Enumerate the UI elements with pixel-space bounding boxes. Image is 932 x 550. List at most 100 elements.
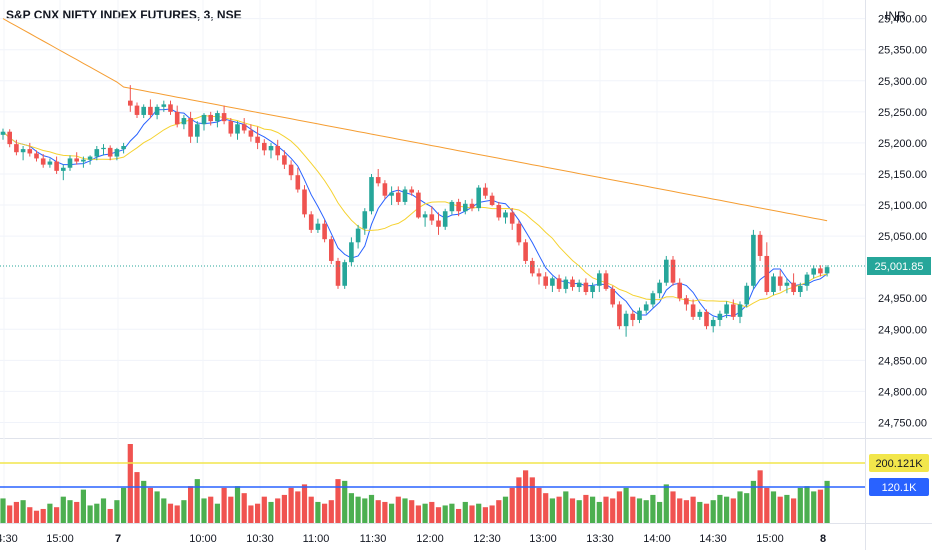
candle-body [154, 106, 160, 115]
volume-bar [47, 503, 53, 523]
candle-body [496, 205, 502, 218]
volume-bar [409, 500, 415, 523]
volume-bar [496, 500, 502, 523]
candle-body [798, 285, 803, 292]
candle-body [630, 313, 636, 320]
volume-bar [703, 503, 710, 523]
candle-body [282, 155, 287, 165]
ma-fast-line [2, 108, 828, 319]
candle-body [724, 304, 729, 314]
candle-body [0, 131, 6, 135]
candle-body [235, 124, 240, 134]
candle-body [697, 311, 703, 317]
currency-label[interactable]: INR [885, 9, 906, 23]
volume-bar [268, 501, 274, 523]
candle-body [623, 313, 629, 327]
volume-bar [389, 503, 395, 523]
volume-bar [804, 486, 810, 523]
volume-bar [422, 503, 428, 523]
volume-bar [657, 501, 663, 523]
volume-bar [194, 479, 200, 523]
volume-bar [355, 496, 361, 523]
volume-bar [610, 498, 616, 523]
volume-bar [697, 501, 703, 523]
candle-body [168, 104, 173, 112]
candle-body [818, 268, 823, 274]
volume-level-label: 120.1K [882, 482, 918, 494]
price-tick-label: 25,050.00 [878, 231, 927, 243]
candle-body [744, 285, 749, 305]
volume-bar [127, 444, 133, 523]
candle-body [174, 111, 180, 125]
volume-level-badge [869, 454, 929, 472]
candle-body [195, 124, 200, 137]
volume-bar [529, 477, 535, 523]
volume-bar [442, 505, 448, 523]
volume-bar [161, 498, 167, 523]
candle-body [302, 189, 307, 215]
candle-body [677, 282, 682, 299]
time-tick-label: 13:30 [586, 533, 614, 545]
volume-bar [27, 507, 33, 523]
candle-body [409, 189, 414, 193]
volume-bar [509, 487, 515, 523]
price-tick-label: 24,750.00 [878, 417, 927, 429]
volume-bar [301, 484, 308, 523]
time-tick-label: 11:30 [360, 533, 387, 545]
volume-bar [288, 487, 294, 523]
volume-bar [114, 500, 120, 523]
volume-bar [784, 494, 790, 523]
candle-body [7, 131, 12, 145]
volume-bar [67, 500, 73, 523]
candle-body [717, 313, 723, 320]
volume-bar [74, 501, 80, 523]
candle-body [603, 273, 609, 289]
candle-body [771, 276, 776, 292]
candle-body [804, 274, 810, 286]
volume-bar [234, 486, 241, 523]
candle-body [610, 288, 615, 305]
volume-bar [643, 500, 649, 523]
volume-bar [429, 501, 435, 523]
volume-bar [770, 491, 777, 523]
time-tick-label: 7 [115, 533, 121, 545]
candle-body [275, 146, 280, 156]
price-tick-label: 25,200.00 [878, 138, 927, 150]
volume-bar [543, 493, 549, 523]
volume-bar [167, 503, 174, 523]
candle-body [375, 177, 381, 184]
candle-body [20, 149, 26, 153]
candle-body [469, 203, 475, 209]
price-tick-label: 24,800.00 [878, 386, 927, 398]
volume-bar [663, 484, 669, 523]
volume-bar [134, 472, 140, 523]
candle-body [576, 282, 582, 288]
candle-body [215, 113, 220, 122]
volume-bar [147, 487, 153, 523]
volume-bar [7, 505, 13, 523]
candle-body [583, 282, 589, 292]
candle-body [550, 278, 555, 286]
volume-bar [536, 487, 542, 523]
volume-bar [241, 493, 247, 523]
candle-body [710, 319, 716, 327]
candle-body [268, 146, 274, 151]
candle-body [248, 130, 254, 137]
candle-body [442, 211, 448, 227]
volume-bar [690, 496, 696, 523]
volume-bar [322, 503, 328, 523]
candle-body [597, 273, 602, 286]
volume-bar [54, 507, 60, 523]
candle-body [516, 223, 522, 243]
price-tick-label: 24,850.00 [878, 355, 927, 367]
volume-bar [730, 498, 736, 523]
price-tick-label: 25,100.00 [878, 200, 927, 212]
volume-bar [261, 496, 267, 523]
last-price-badge [867, 256, 931, 275]
volume-bar [817, 489, 823, 523]
time-tick-label: 14:30 [699, 533, 727, 545]
candle-body [429, 214, 435, 221]
volume-bar [824, 480, 830, 523]
volume-bar [40, 508, 46, 523]
